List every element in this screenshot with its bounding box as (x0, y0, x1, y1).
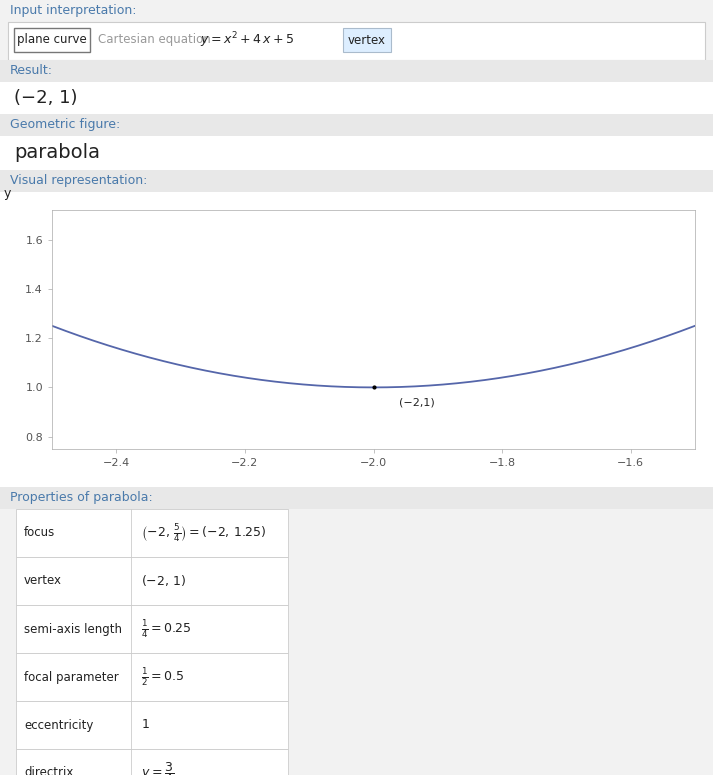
Bar (0, 170, 713, 192)
Text: Geometric figure:: Geometric figure: (10, 118, 120, 131)
Text: y: y (4, 188, 11, 201)
Text: focal parameter: focal parameter (24, 670, 119, 684)
Text: semi-axis length: semi-axis length (24, 622, 122, 636)
Bar (0, 0, 713, 22)
Text: focus: focus (24, 526, 55, 539)
Bar (14, 28, 90, 52)
Bar (16, 701, 288, 749)
Bar (8, 22, 705, 60)
Bar (343, 28, 391, 52)
Bar (16, 653, 288, 701)
Bar (0, 114, 713, 136)
Text: vertex: vertex (348, 33, 386, 46)
Text: $\frac{1}{4} = 0.25$: $\frac{1}{4} = 0.25$ (141, 618, 192, 640)
Bar (16, 749, 288, 775)
Text: $\left(-2,\,\frac{5}{4}\right) = (-2,\,1.25)$: $\left(-2,\,\frac{5}{4}\right) = (-2,\,1… (141, 522, 267, 544)
Text: directrix: directrix (24, 766, 73, 775)
Bar (16, 605, 288, 653)
Bar (0, 82, 713, 114)
Text: Input interpretation:: Input interpretation: (10, 4, 136, 17)
Text: plane curve: plane curve (17, 33, 87, 46)
Text: $\frac{1}{2} = 0.5$: $\frac{1}{2} = 0.5$ (141, 666, 184, 688)
Bar (0, 487, 713, 509)
Bar (16, 557, 288, 605)
Text: Cartesian equation: Cartesian equation (98, 33, 218, 46)
Bar (16, 509, 288, 557)
Text: Visual representation:: Visual representation: (10, 174, 148, 187)
Text: Result:: Result: (10, 64, 53, 77)
Text: $y = \dfrac{3}{4}$: $y = \dfrac{3}{4}$ (141, 760, 174, 775)
Text: $1$: $1$ (141, 718, 150, 732)
Text: $(-2,\,1)$: $(-2,\,1)$ (141, 574, 187, 588)
Text: (−2, 1): (−2, 1) (14, 89, 78, 107)
Text: $y = x^2 + 4\,x + 5$: $y = x^2 + 4\,x + 5$ (200, 30, 294, 50)
Text: eccentricity: eccentricity (24, 718, 93, 732)
Bar (0, 136, 713, 170)
Text: (−2,1): (−2,1) (399, 398, 435, 407)
Text: vertex: vertex (24, 574, 62, 587)
Text: Properties of parabola:: Properties of parabola: (10, 491, 153, 504)
Bar (0, 192, 713, 487)
Bar (0, 60, 713, 82)
Text: parabola: parabola (14, 143, 100, 163)
